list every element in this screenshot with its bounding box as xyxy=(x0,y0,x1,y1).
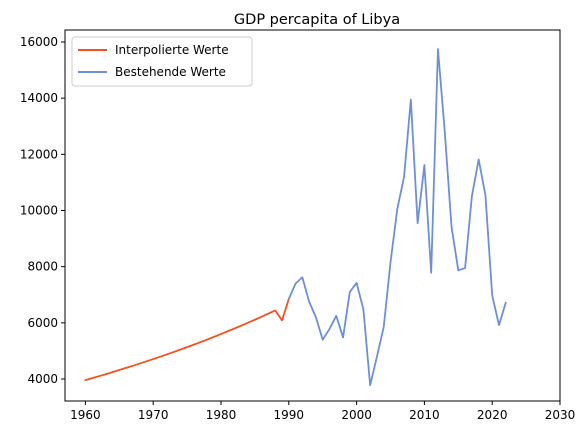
y-tick-label: 10000 xyxy=(20,204,58,218)
x-tick-label: 1980 xyxy=(206,408,237,422)
x-tick-label: 2030 xyxy=(545,408,576,422)
x-tick-label: 2010 xyxy=(409,408,440,422)
chart-title: GDP percapita of Libya xyxy=(234,12,400,28)
x-tick-label: 1990 xyxy=(274,408,305,422)
y-tick-label: 14000 xyxy=(20,91,58,105)
x-tick-label: 1970 xyxy=(138,408,169,422)
y-tick-label: 16000 xyxy=(20,35,58,49)
x-tick-label: 1960 xyxy=(70,408,101,422)
x-tick-label: 2020 xyxy=(477,408,508,422)
y-tick-label: 4000 xyxy=(27,372,58,386)
legend: Interpolierte Werte Bestehende Werte xyxy=(72,37,252,86)
y-tick-label: 6000 xyxy=(27,316,58,330)
y-tick-label: 8000 xyxy=(27,260,58,274)
x-tick-label: 2000 xyxy=(341,408,372,422)
y-tick-label: 12000 xyxy=(20,147,58,161)
legend-label: Bestehende Werte xyxy=(115,65,226,79)
legend-label: Interpolierte Werte xyxy=(115,43,229,57)
